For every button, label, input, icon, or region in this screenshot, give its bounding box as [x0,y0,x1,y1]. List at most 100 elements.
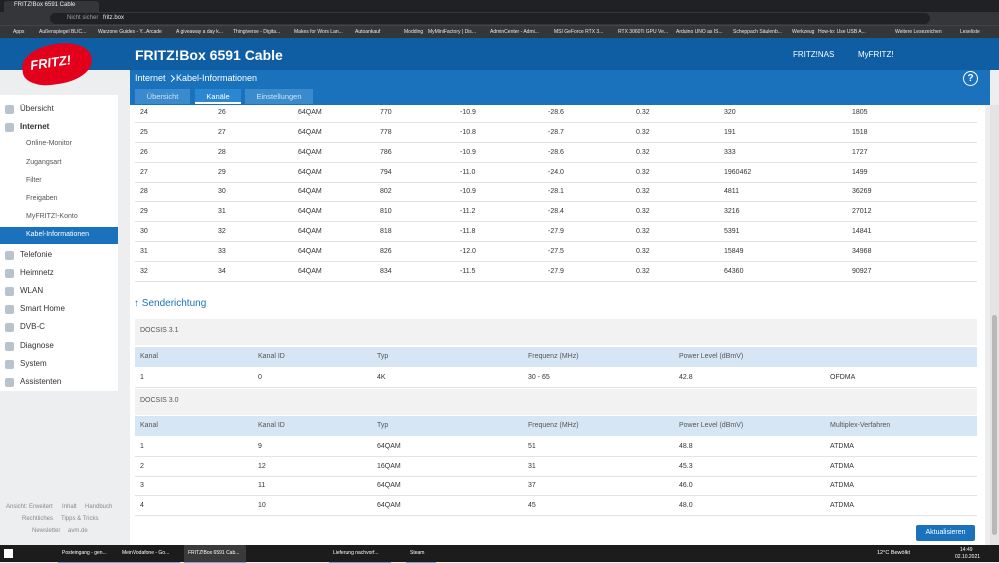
cell: -10.8 [460,128,476,136]
menu-item[interactable]: Internet [20,122,50,132]
cell: 46.0 [679,482,693,489]
url-field[interactable] [50,13,930,24]
row-divider [135,201,977,203]
cell: 26 [140,148,148,156]
submenu-item[interactable]: Filter [26,176,42,184]
column-header: Multiplex-Verfahren [830,422,891,429]
bookmark[interactable]: Autoankauf [355,29,381,35]
breadcrumb-bar: Internet Kabel-Informationen? Übersicht Kan… [130,70,990,105]
tab[interactable]: Kanäle [195,89,241,104]
menu-item[interactable]: Telefonie [20,249,53,259]
cell: 12 [258,463,266,470]
menu-item[interactable]: WLAN [20,286,44,295]
header-link[interactable]: MyFRITZ! [858,50,894,59]
submenu-item[interactable]: Online-Monitor [26,140,72,148]
breadcrumb-item: Kabel-Informationen [176,73,258,83]
menu-item[interactable]: Diagnose [20,340,54,350]
cell: 0.32 [636,267,650,275]
cell: 31 [218,208,226,216]
bookmark[interactable]: MyMiniFactory | Dis... [428,29,476,35]
bookmark[interactable]: RTX 3060Ti GPU Ve... [618,29,669,35]
submenu-item[interactable]: Freigaben [26,195,58,202]
bookmark[interactable]: MSI GeForce RTX 3... [554,29,604,35]
bookmark[interactable]: Außenspiegel BLIC... [39,29,87,35]
submenu-item[interactable]: Kabel-Informationen [26,231,90,239]
menu-item[interactable]: Übersicht [20,104,54,113]
bookmark-folder[interactable]: Weitere Lesezeichen [895,29,942,35]
menu-item[interactable]: Smart Home [20,304,65,314]
cell: 14841 [852,228,872,236]
active-tab[interactable] [4,1,99,12]
footer-link[interactable]: Newsletter [32,528,61,534]
cell: 778 [380,128,392,136]
footer-link[interactable]: Ansicht: Erweitert [6,504,53,510]
cell: 786 [380,148,392,156]
footer-link[interactable]: avm.de [68,528,88,534]
bookmark[interactable]: Warzone Guides - Y... [98,29,147,35]
cell: 30 [218,188,226,196]
tab[interactable]: Übersicht [135,89,190,104]
cell: -11.2 [460,208,476,216]
cell: 191 [724,128,736,136]
header-link[interactable]: FRITZ!NAS [793,50,835,59]
footer-link[interactable]: Inhalt [62,504,77,510]
start-button[interactable] [4,549,13,558]
menu-icon [5,250,14,260]
taskbar-app: MeinVodafone - Go... [122,550,170,556]
cell: 0.32 [636,208,650,216]
cell: 1 [140,443,144,450]
table-title-bg [135,389,977,415]
bookmark[interactable]: Arcade [146,29,162,35]
row-divider [135,241,977,243]
bookmark[interactable]: AdminCenter - Admi... [490,29,539,35]
cell: 1499 [852,168,868,176]
cell: 48.0 [679,502,693,509]
cell: 3216 [724,208,740,216]
security-label: Nicht sicher [67,15,99,21]
column-header: Kanal [140,353,158,360]
footer-link[interactable]: Handbuch [85,504,113,510]
menu-item[interactable]: System [20,358,47,368]
bookmark[interactable]: Thingiverse - Digita... [233,29,281,35]
address-bar: Nicht sicher fritz.box [0,12,999,25]
bookmark[interactable]: Modding [404,29,424,35]
cell: 64QAM [298,109,322,116]
footer-link[interactable]: Rechtliches [22,516,54,522]
bookmarks-bar: Apps Außenspiegel BLIC... Warzone Guides -… [0,25,999,39]
cell: 818 [380,228,392,236]
cell: 320 [724,109,736,116]
row-divider [135,476,977,477]
scroll-thumb[interactable] [992,315,997,535]
menu-item[interactable]: Assistenten [20,377,62,386]
tab[interactable]: Einstellungen [245,89,313,104]
menu-item[interactable]: Heimnetz [20,267,54,277]
bookmark[interactable]: Scheppach Säulenb... [733,29,782,35]
bookmark[interactable]: Apps [13,29,25,35]
cell: 64QAM [298,208,322,216]
bookmark[interactable]: A giveaway a day k... [176,29,223,35]
submenu-item[interactable]: MyFRITZ!-Konto [26,213,78,221]
bookmark[interactable]: How-to: Use USB A... [818,29,866,35]
menu-item[interactable]: DVB-C [20,322,45,332]
cell: 25 [140,128,148,136]
reading-list[interactable]: Leseliste [960,29,980,35]
breadcrumb-item[interactable]: Internet [135,73,166,83]
refresh-button[interactable]: Aktualisieren [916,525,975,541]
footer-link[interactable]: Tipps & Tricks [61,516,99,522]
cell: 45.3 [679,463,693,470]
bookmark[interactable]: Werkzeug [792,29,815,35]
taskbar-app: Posteingang - gen... [62,550,107,556]
cell: 15849 [724,248,744,256]
submenu-item[interactable]: Zugangsart [26,158,62,166]
cell: 29 [140,208,148,216]
bookmark[interactable]: Arduino UNO as IS... [676,29,723,35]
help-button[interactable]: ? [963,71,978,86]
bookmark[interactable]: Makes for Wors Lan... [294,29,343,35]
section-title[interactable]: ↑ Senderichtung [134,298,207,309]
cell: -10.9 [460,188,476,196]
menu-icon [5,268,14,278]
cell: 5391 [724,228,740,236]
clock-time: 14:49 [960,547,973,553]
